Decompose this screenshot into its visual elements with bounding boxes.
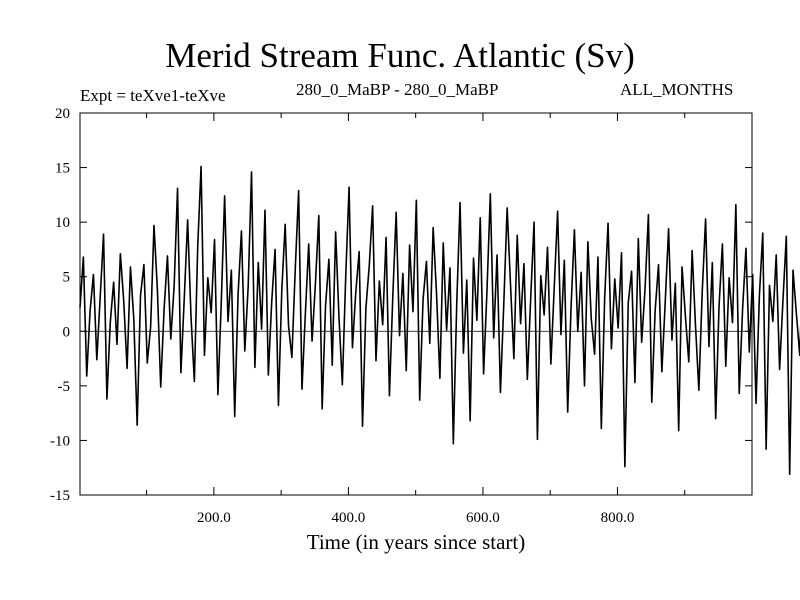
x-tick-label: 200.0: [197, 510, 231, 526]
y-tick-label: -10: [50, 433, 70, 449]
y-tick-label: -5: [58, 379, 71, 395]
experiment-label: Expt = teXve1-teXve: [80, 86, 226, 105]
x-tick-label: 400.0: [332, 510, 366, 526]
months-label: ALL_MONTHS: [620, 80, 734, 99]
y-tick-label: 0: [63, 324, 71, 340]
y-tick-label: 15: [55, 161, 70, 177]
y-tick-label: -15: [50, 488, 70, 504]
series-line: [79, 165, 800, 476]
chart-title: Merid Stream Func. Atlantic (Sv): [165, 36, 635, 75]
x-tick-label: 800.0: [601, 510, 635, 526]
x-tick-label: 600.0: [466, 510, 500, 526]
y-tick-label: 5: [63, 270, 71, 286]
y-tick-label: 20: [55, 106, 70, 122]
period-label: 280_0_MaBP - 280_0_MaBP: [296, 80, 499, 99]
plot-frame: [79, 112, 753, 496]
y-tick-label: 10: [55, 215, 70, 231]
x-axis-label: Time (in years since start): [307, 530, 526, 554]
